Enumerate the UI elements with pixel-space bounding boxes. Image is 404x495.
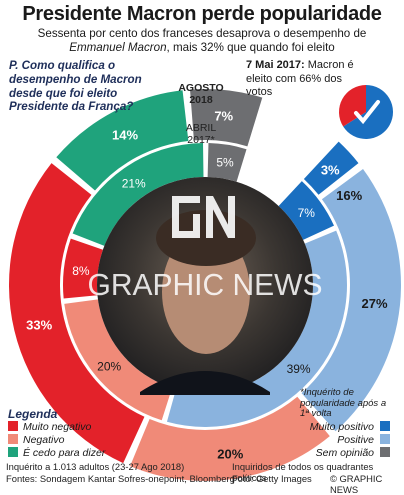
legend-label-cedo: É cedo para dizer	[23, 447, 106, 459]
outer-ring-label-month: AGOSTO	[178, 82, 224, 94]
slice-label-inner-cedo: 21%	[122, 176, 146, 190]
legend-label-positivo: Positive	[337, 434, 374, 446]
macron-note-date: 7 Mai 2017:	[246, 59, 305, 71]
legend-label-sem-opiniao: Sem opinião	[315, 447, 374, 459]
legend-swatch-negativo	[8, 434, 18, 444]
legend-item-cedo: É cedo para dizer	[8, 447, 105, 459]
slice-outer-cedo	[56, 90, 189, 191]
legend-item-muito-positivo: Muito positivo	[310, 421, 390, 433]
footer-copyright: © GRAPHIC NEWS	[330, 473, 383, 495]
legend-label-negativo: Negativo	[23, 434, 65, 446]
survey-footnote: *Inquérito de popularidade após a 1ª vol…	[300, 387, 387, 419]
legend-item-sem-opiniao: Sem opinião	[316, 447, 390, 459]
legend-item-muito-negativo: Muito negativo	[8, 421, 91, 433]
outer-ring-label: AGOSTO 2018	[172, 82, 230, 106]
footer-survey: Inquérito a 1.013 adultos (23-27 Ago 201…	[6, 461, 185, 472]
slice-label-outer-positivo: 27%	[362, 296, 388, 311]
subtitle-name: Emmanuel Macron	[69, 41, 167, 54]
slice-label-inner-muito_positivo: 7%	[298, 206, 316, 220]
slice-inner-muito_positivo	[278, 181, 334, 240]
footer-photo-credit: Foto: Getty Images	[232, 473, 312, 484]
slice-label-outer-muito_negativo: 33%	[26, 318, 52, 333]
slice-label-inner-sem_opiniao: 5%	[216, 156, 234, 170]
legend-label-muito-negativo: Muito negativo	[23, 421, 92, 433]
macron-note-text: Macron é eleito com 66% dos votos	[246, 59, 354, 98]
legend-label-muito-positivo: Muito positivo	[309, 421, 374, 433]
slice-outer-negativo	[130, 396, 330, 481]
slice-outer-sem_opiniao	[190, 89, 263, 147]
slice-label-outer-negativo: 20%	[217, 447, 243, 462]
legend-item-positivo: Positive	[337, 434, 390, 446]
gn-logo	[172, 196, 235, 238]
slice-inner-positivo	[166, 230, 347, 427]
slice-label-outer-cedo: 14%	[112, 127, 138, 142]
slice-inner-cedo	[72, 143, 204, 246]
slice-label-outer-extra: 16%	[336, 188, 362, 203]
outer-ring-label-year: 2018	[189, 94, 213, 106]
page-title: Presidente Macron perde popularidade	[22, 3, 382, 25]
subtitle-line-2: Emmanuel Macron, mais 32% que quando foi…	[0, 41, 404, 55]
slice-outer-positivo	[301, 169, 401, 432]
slice-label-inner-muito_negativo: 8%	[72, 264, 90, 278]
survey-question: P. Como qualifica o desempenho de Macron…	[9, 59, 142, 114]
footer-inset-note: Inquiridos de todos os quadrantes políti…	[232, 461, 374, 483]
legend-item-negativo: Negativo	[8, 434, 64, 446]
legend-swatch-muito-positivo	[380, 421, 390, 431]
slice-label-inner-negativo: 20%	[97, 359, 121, 373]
subtitle-rest: , mais 32% que quando foi eleito	[166, 41, 335, 54]
slice-outer-muito_positivo	[303, 141, 359, 195]
footer-sources: Fontes: Sondagem Kantar Sofres-onepoint,…	[6, 473, 235, 484]
macron-election-note: 7 Mai 2017: Macron é eleito com 66% dos …	[246, 59, 356, 100]
inner-ring-label: ABRIL 2017*	[172, 122, 230, 146]
check-icon	[354, 100, 380, 125]
legend-swatch-positivo	[380, 434, 390, 444]
subtitle-line-1: Sessenta por cento dos franceses desapro…	[37, 27, 367, 40]
legend-swatch-sem-opiniao	[380, 447, 390, 457]
inner-ring-label-year: 2017*	[187, 134, 215, 146]
legend-swatch-muito-negativo	[8, 421, 18, 431]
slice-label-outer-muito_positivo: 3%	[321, 162, 340, 177]
photo-watermark: GRAPHIC NEWS	[88, 267, 323, 302]
rings-group: 3% 27% 20% 33% 14% 7% 7% 39% 20% 8% 21% 5% 16%	[8, 89, 401, 481]
slice-label-outer-sem_opiniao: 7%	[214, 109, 233, 124]
legend-title: Legenda	[8, 407, 58, 421]
slice-inner-muito_negativo	[63, 238, 103, 299]
slice-label-inner-positivo: 39%	[287, 362, 311, 376]
macron-photo: GRAPHIC NEWS	[88, 177, 323, 395]
inset-pie	[339, 85, 393, 139]
slice-outer-muito_negativo	[8, 163, 145, 464]
inner-ring-label-month: ABRIL	[185, 122, 217, 134]
legend-swatch-cedo	[8, 447, 18, 457]
slice-inner-sem_opiniao	[207, 143, 247, 182]
